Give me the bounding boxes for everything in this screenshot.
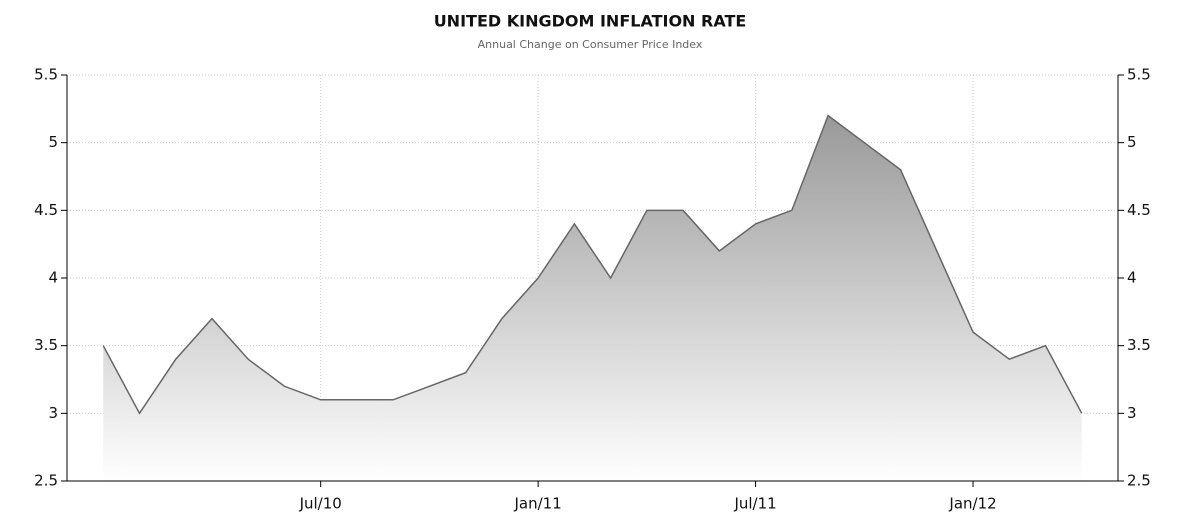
y2-tick-label: 3.5 <box>1127 336 1151 354</box>
y2-tick-label: 5.5 <box>1127 66 1151 84</box>
y2-tick-label: 4 <box>1127 269 1137 287</box>
y2-tick-label: 5 <box>1127 133 1137 151</box>
y-tick-label: 3.5 <box>34 336 58 354</box>
y2-tick-label: 2.5 <box>1127 472 1151 490</box>
y-tick-label: 2.5 <box>34 472 58 490</box>
x-tick-label: Jan/12 <box>948 495 996 513</box>
area <box>103 115 1082 481</box>
x-tick-label: Jan/11 <box>514 495 562 513</box>
y-tick-label: 4 <box>48 269 58 287</box>
y-tick-label: 5.5 <box>34 66 58 84</box>
y2-tick-label: 4.5 <box>1127 201 1151 219</box>
line <box>102 114 1083 415</box>
y-tick-label: 5 <box>48 133 58 151</box>
y-tick-label: 3 <box>48 404 58 422</box>
chart-subtitle: Annual Change on Consumer Price Index <box>478 38 703 51</box>
y2-tick-label: 3 <box>1127 404 1137 422</box>
x-tick-label: Jul/11 <box>733 495 776 513</box>
y-tick-label: 4.5 <box>34 201 58 219</box>
x-tick-label: Jul/10 <box>299 495 342 513</box>
chart-title: UNITED KINGDOM INFLATION RATE <box>434 12 747 31</box>
